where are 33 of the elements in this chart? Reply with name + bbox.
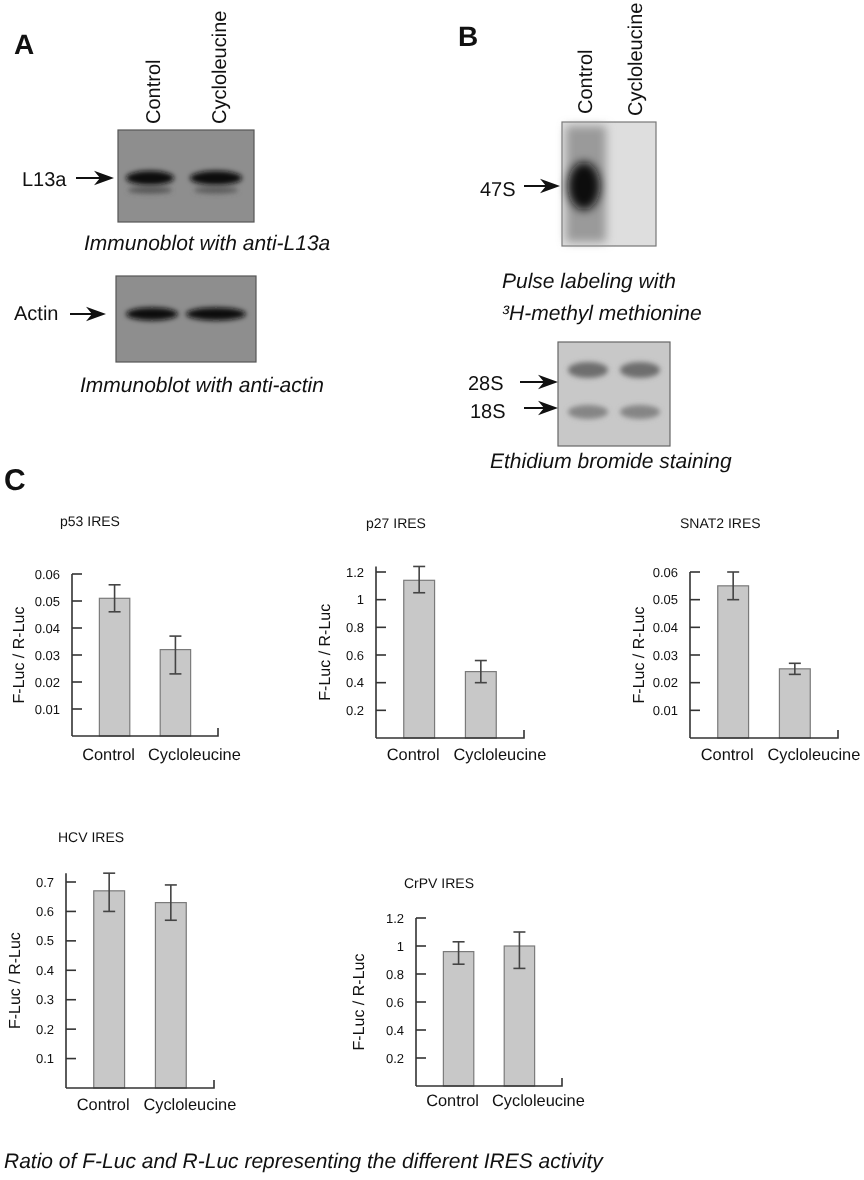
text: 47S [480, 180, 517, 202]
x-tick-label: Cycloleucine [767, 746, 862, 764]
x-tick-label: Control [700, 746, 754, 764]
y-axis-title: F-Luc / R-Luc [9, 606, 28, 704]
text: B [458, 20, 479, 52]
x-tick-label: Control [386, 746, 440, 764]
y-axis-title: F-Luc / R-Luc [5, 932, 24, 1030]
y-axis-title: F-Luc / R-Luc [629, 606, 648, 704]
text: C [4, 464, 26, 498]
y-axis-title: F-Luc / R-Luc [315, 603, 334, 701]
x-tick-label: Cycloleucine [143, 1096, 238, 1114]
text: Control [144, 59, 166, 124]
text: L13a [22, 170, 68, 192]
text: Pulse labeling with [502, 270, 677, 294]
text: A [14, 28, 35, 60]
text: Cycloleucine [626, 1, 648, 116]
x-tick-label: Cycloleucine [491, 1092, 586, 1110]
text: Immunoblot with anti-L13a [84, 232, 331, 256]
x-tick-label: Control [82, 746, 136, 764]
text: ³H-methyl methionine [502, 302, 702, 326]
text: Ethidium bromide staining [490, 450, 732, 474]
text: 28S [468, 374, 505, 396]
x-tick-label: Control [76, 1096, 130, 1114]
text: Ratio of F-Luc and R-Luc representing the different IRES activity [4, 1150, 605, 1174]
x-tick-label: Cycloleucine [147, 746, 242, 764]
text: Cycloleucine [210, 9, 232, 124]
y-axis-title: F-Luc / R-Luc [349, 953, 368, 1051]
text: Immunoblot with anti-actin [80, 374, 325, 398]
x-tick-label: Cycloleucine [453, 746, 548, 764]
text: 18S [470, 402, 507, 424]
x-tick-label: Control [426, 1092, 480, 1110]
text: Actin [14, 304, 59, 326]
text: Control [576, 49, 598, 114]
